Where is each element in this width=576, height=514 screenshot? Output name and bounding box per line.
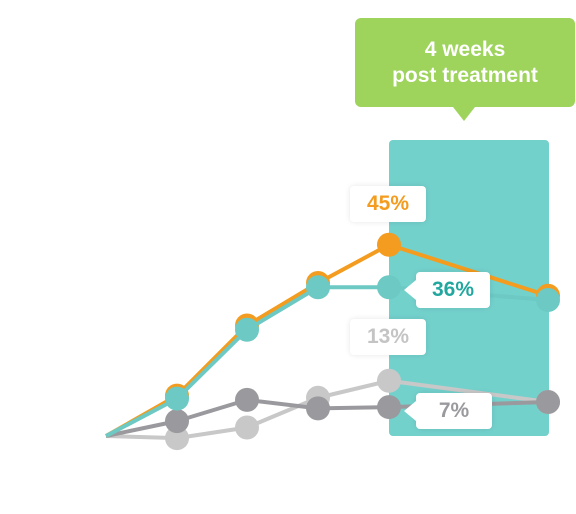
teal-data-point (536, 288, 560, 312)
lightgray-data-point (235, 415, 259, 440)
teal-data-point (377, 275, 401, 300)
post-treatment-callout: 4 weeks post treatment (355, 18, 575, 121)
orange-series-value-label: 45% (350, 186, 426, 222)
darkgray-data-point (377, 395, 401, 420)
teal-data-point (165, 386, 189, 411)
teal-data-point (235, 317, 259, 342)
callout-line-1: 4 weeks (424, 37, 506, 61)
teal-series-value-label: 36% (404, 272, 490, 308)
darkgray-data-point (536, 390, 560, 414)
darkgray-data-point (235, 387, 259, 412)
orange-data-point (377, 232, 401, 257)
orange-series-line (105, 242, 549, 438)
darkgray-series-value-label: 7% (404, 393, 492, 429)
lightgray-series-value-label: 13% (350, 319, 426, 355)
darkgray-data-point (306, 396, 330, 421)
lightgray-data-point (165, 426, 189, 451)
darkgray-data-point (165, 409, 189, 434)
lightgray-data-point (377, 368, 401, 393)
teal-data-point (306, 275, 330, 300)
callout-line-2: post treatment (392, 63, 538, 87)
